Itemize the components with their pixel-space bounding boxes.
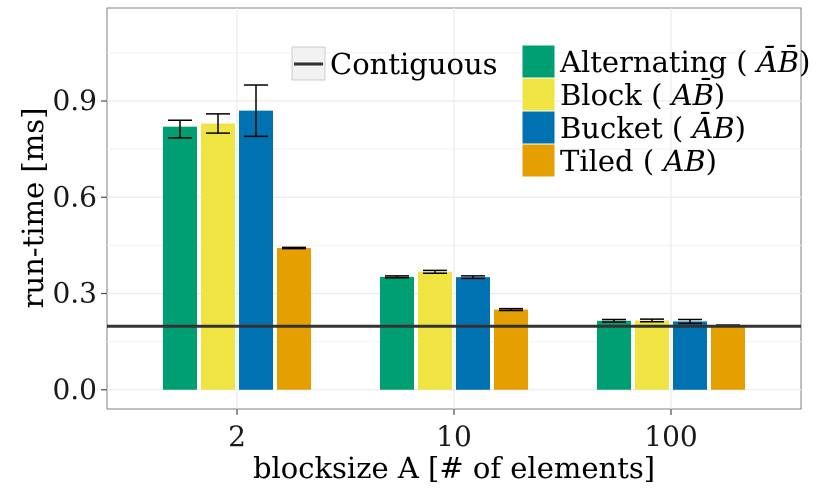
x-tick-label: 100 bbox=[644, 420, 697, 453]
legend-swatch bbox=[521, 143, 556, 178]
bar bbox=[494, 309, 528, 390]
y-tick-label: 0.9 bbox=[52, 84, 97, 117]
bar bbox=[380, 276, 414, 390]
y-axis-title: run-time [ms] bbox=[16, 108, 50, 309]
bar bbox=[635, 320, 669, 390]
legend-label: Block ( AB̄) bbox=[560, 77, 725, 112]
x-tick-label: 10 bbox=[436, 420, 472, 453]
y-tick-label: 0.0 bbox=[52, 373, 97, 406]
bar bbox=[711, 325, 745, 390]
bar bbox=[163, 126, 197, 390]
x-axis-ticks: 2 10 100 bbox=[228, 409, 698, 453]
y-tick-label: 0.6 bbox=[52, 180, 97, 213]
legend-swatch bbox=[521, 77, 556, 112]
legend-swatch bbox=[521, 110, 556, 145]
x-tick-label: 2 bbox=[228, 420, 246, 453]
bar bbox=[597, 320, 631, 390]
legend-swatch bbox=[521, 44, 556, 79]
legend-label: Bucket ( ĀB) bbox=[560, 111, 746, 145]
legend: Contiguous Alternating ( ĀB̄)Block ( AB̄)… bbox=[291, 44, 810, 178]
legend-label-contiguous: Contiguous bbox=[330, 47, 498, 81]
legend-label: Alternating ( ĀB̄) bbox=[559, 44, 810, 79]
y-tick-label: 0.3 bbox=[52, 277, 97, 310]
bar bbox=[201, 123, 235, 390]
bar bbox=[673, 321, 707, 390]
bar bbox=[239, 110, 273, 390]
bar bbox=[418, 271, 452, 390]
y-axis-ticks: 0.0 0.3 0.6 0.9 bbox=[52, 84, 107, 406]
legend-label: Tiled ( AB) bbox=[560, 144, 717, 178]
bars-group bbox=[163, 110, 745, 390]
bar bbox=[277, 247, 311, 390]
x-axis-title: blocksize A [# of elements] bbox=[253, 451, 655, 485]
bar bbox=[456, 277, 490, 390]
error-bars-group bbox=[168, 84, 740, 327]
